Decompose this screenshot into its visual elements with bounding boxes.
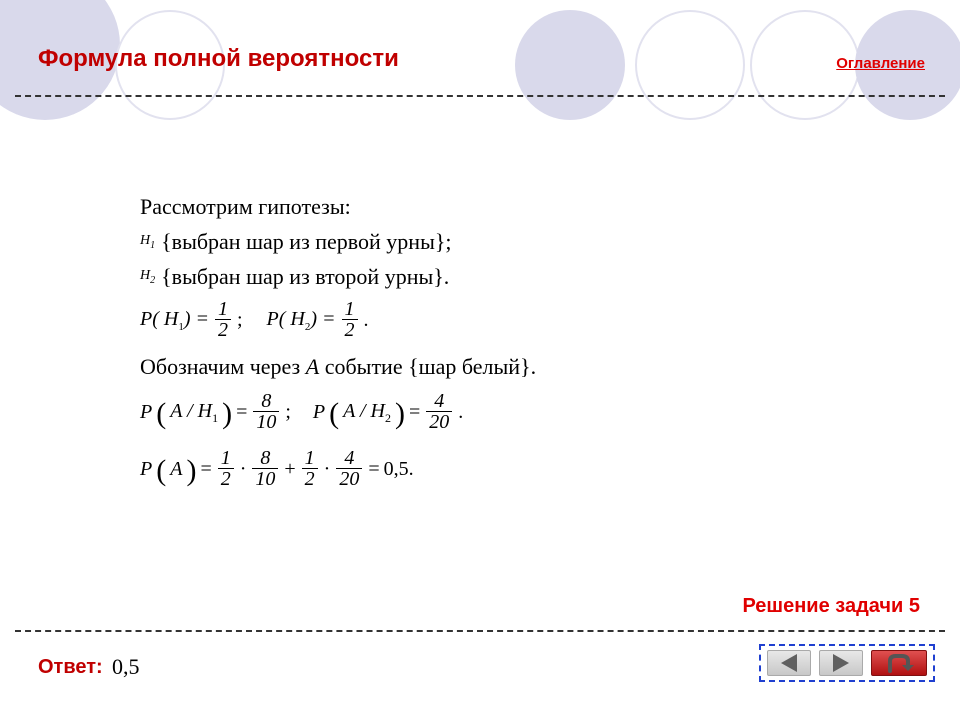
h1-symbol: H1 xyxy=(140,230,155,253)
answer-value: 0,5 xyxy=(112,654,140,680)
total-prob-line: P ( A ) = 12 · 810 + 12 · 420 = 0,5. xyxy=(140,448,840,489)
event-definition: Обозначим через A событие {шар белый}. xyxy=(140,350,840,383)
answer-label: Ответ: xyxy=(38,656,103,679)
ph1-left: P( H1) = xyxy=(140,304,209,336)
h2-text: {выбран шар из второй урны}. xyxy=(161,260,449,293)
ph2-frac: 12 xyxy=(342,299,358,340)
pa-t1: 12 xyxy=(218,448,234,489)
toc-link[interactable]: Оглавление xyxy=(836,55,925,72)
arrow-left-icon xyxy=(781,654,797,672)
pah2-inner: A / H2 xyxy=(343,396,391,427)
pa-inner: A xyxy=(170,454,182,484)
nav-buttons xyxy=(759,644,935,682)
return-button[interactable] xyxy=(871,650,927,676)
pah2-frac: 420 xyxy=(426,391,452,432)
main-content: Рассмотрим гипотезы: H1 {выбран шар из п… xyxy=(140,190,840,489)
cond-prob-line: P ( A / H1 ) = 810 ; P ( A / H2 ) = 420 … xyxy=(140,391,840,432)
solution-link[interactable]: Решение задачи 5 xyxy=(742,595,920,618)
ph2-after: . xyxy=(364,305,369,335)
pah1-P: P xyxy=(140,397,152,427)
next-button[interactable] xyxy=(819,650,863,676)
hypothesis-2: H2 {выбран шар из второй урны}. xyxy=(140,260,840,293)
pah1-frac: 810 xyxy=(253,391,279,432)
pah2-P: P xyxy=(313,397,325,427)
pa-P: P xyxy=(140,454,152,484)
divider-bottom xyxy=(15,630,945,632)
prob-h-line: P( H1) = 12 ; P( H2) = 12 . xyxy=(140,299,840,340)
ph1-frac: 12 xyxy=(215,299,231,340)
divider-top xyxy=(15,95,945,97)
intro-text: Рассмотрим гипотезы: xyxy=(140,190,840,223)
pa-t2: 810 xyxy=(252,448,278,489)
h2-symbol: H2 xyxy=(140,265,155,288)
pah1-inner: A / H1 xyxy=(170,396,218,427)
hypothesis-1: H1 {выбран шар из первой урны}; xyxy=(140,225,840,258)
pa-result: 0,5. xyxy=(384,454,414,484)
h1-text: {выбран шар из первой урны}; xyxy=(161,225,451,258)
u-turn-icon xyxy=(882,653,916,673)
ph2-left: P( H2) = xyxy=(267,304,336,336)
arrow-right-icon xyxy=(833,654,849,672)
pa-t4: 420 xyxy=(336,448,362,489)
pa-t3: 12 xyxy=(302,448,318,489)
ph1-after: ; xyxy=(237,305,243,335)
prev-button[interactable] xyxy=(767,650,811,676)
page-title: Формула полной вероятности xyxy=(38,45,399,73)
